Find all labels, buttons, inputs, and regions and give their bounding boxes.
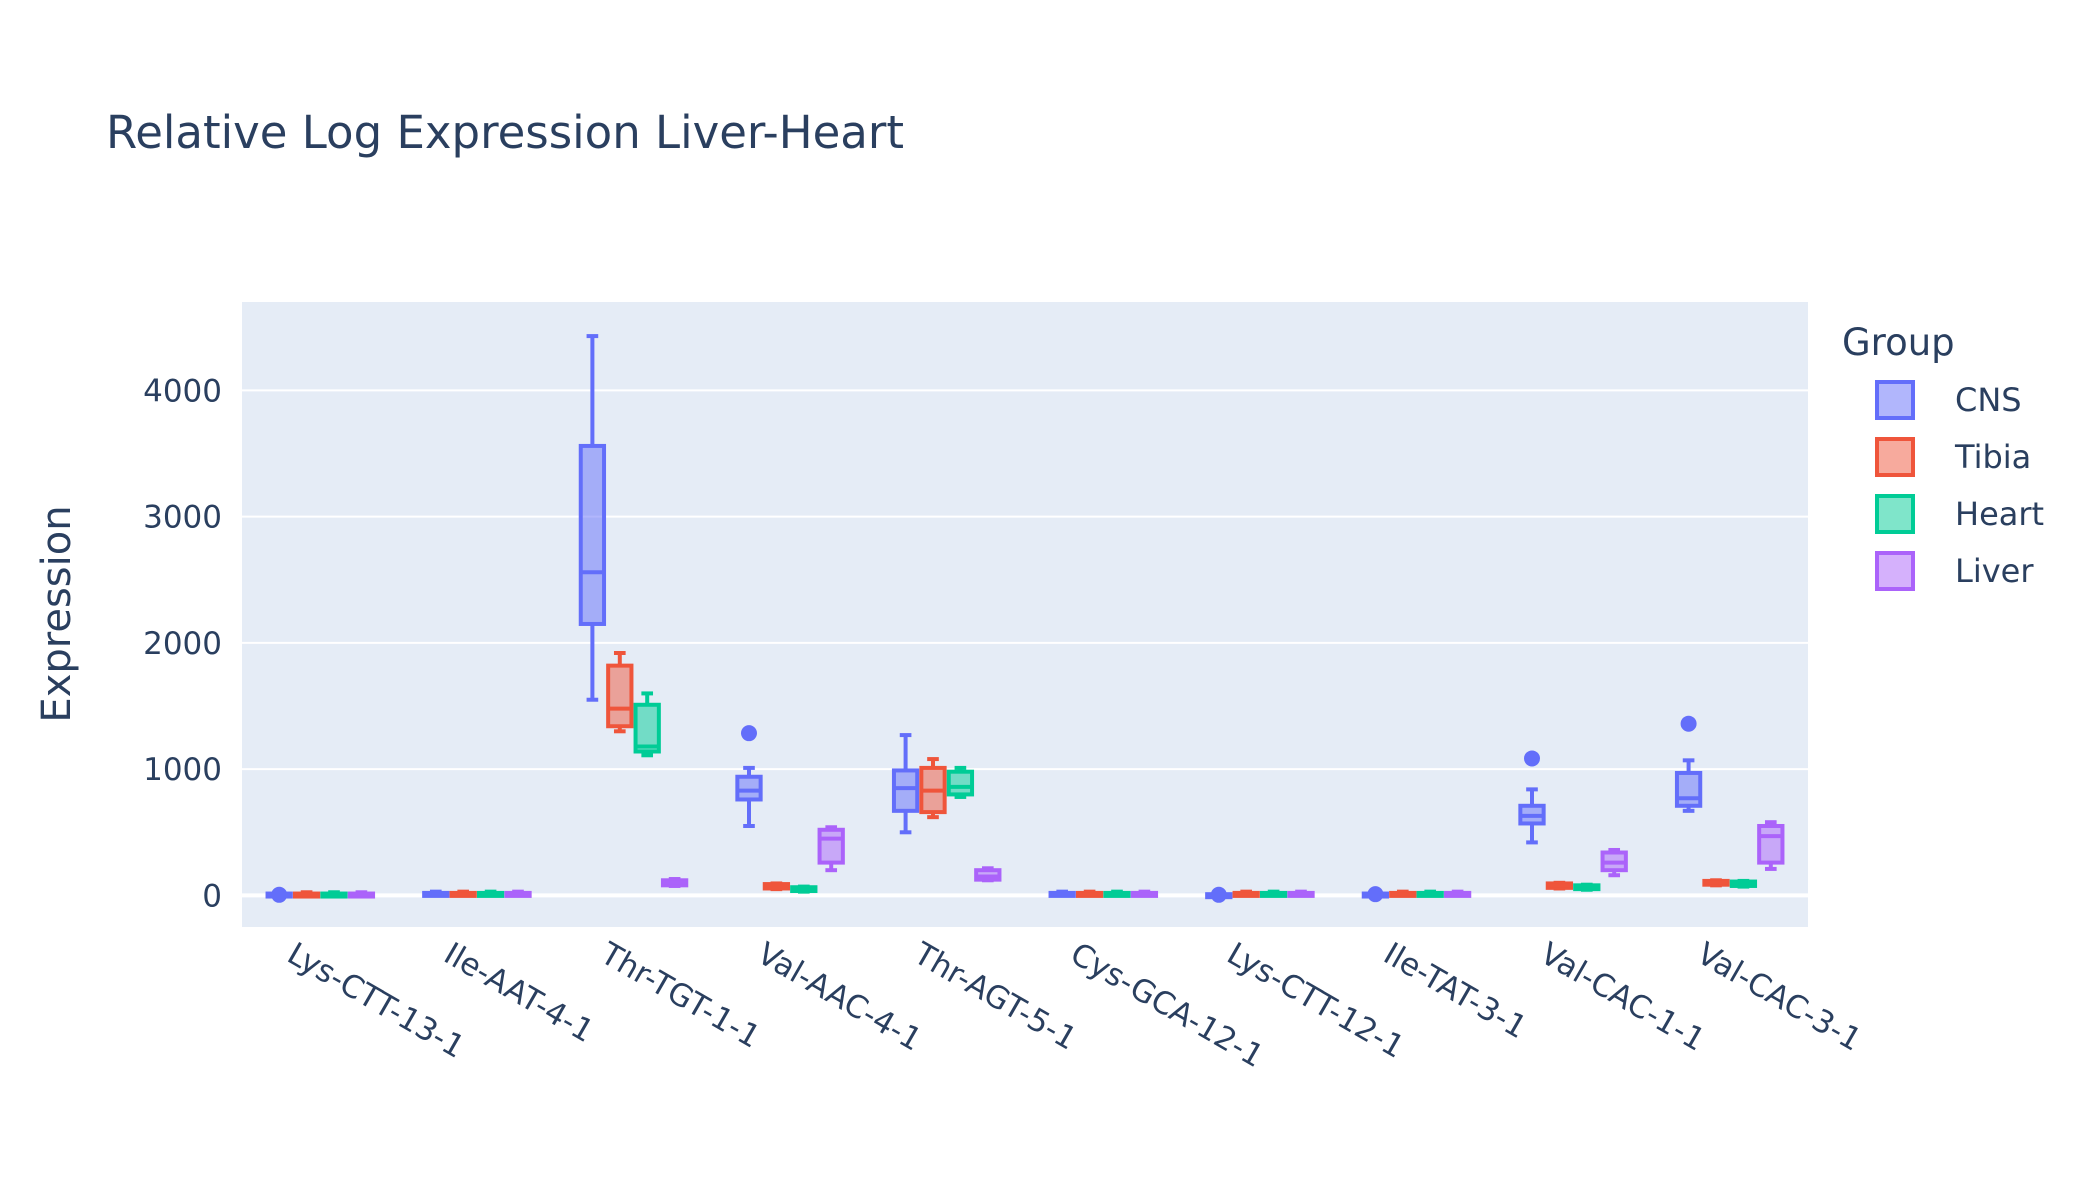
- box-body: [606, 663, 634, 729]
- series-tibia: [292, 651, 1730, 899]
- box-body: [1757, 823, 1785, 865]
- series-heart: [320, 691, 1758, 899]
- box: [1545, 880, 1574, 891]
- box: [292, 890, 321, 899]
- legend-label: Tibia: [1954, 438, 2031, 476]
- box-body: [891, 768, 920, 813]
- box: [790, 884, 818, 894]
- legend-item-heart[interactable]: Heart: [1875, 494, 2044, 534]
- box: [1130, 889, 1159, 898]
- box: [633, 691, 661, 758]
- legend-swatch: [1875, 494, 1915, 534]
- y-tick-label: 2000: [143, 626, 222, 662]
- box: [919, 757, 947, 820]
- legend-label: Heart: [1955, 495, 2044, 533]
- y-tick-label: 0: [202, 878, 222, 914]
- outlier-point: [1523, 750, 1540, 767]
- box: [1232, 889, 1260, 898]
- box-body: [735, 774, 763, 802]
- legend-title: Group: [1842, 321, 1955, 364]
- box: [265, 886, 293, 903]
- x-axis-ticks: Lys-CTT-13-1Ile-AAT-4-1Thr-TGT-1-1Val-AA…: [281, 935, 1867, 1075]
- box: [1103, 889, 1131, 898]
- box: [817, 825, 845, 873]
- box: [1702, 878, 1730, 888]
- box-body: [817, 827, 845, 865]
- outlier-point: [1210, 886, 1227, 903]
- box: [1600, 847, 1628, 878]
- box-body: [1674, 770, 1703, 808]
- box: [1573, 882, 1601, 892]
- box-body: [946, 769, 975, 797]
- box: [735, 725, 763, 828]
- series-liver: [347, 820, 1785, 899]
- box: [347, 890, 376, 899]
- box: [974, 866, 1002, 883]
- y-axis-ticks: 0 1000 2000 3000 4000: [143, 373, 222, 914]
- legend-swatch: [1875, 551, 1915, 591]
- y-tick-label: 4000: [143, 373, 222, 409]
- y-tick-label: 1000: [143, 752, 222, 788]
- box: [1075, 889, 1104, 898]
- box-body: [633, 702, 661, 754]
- legend-label: Liver: [1955, 552, 2034, 590]
- box: [660, 877, 689, 888]
- box: [504, 889, 532, 898]
- box: [1443, 889, 1472, 898]
- box: [476, 889, 505, 898]
- chart-title: Relative Log Expression Liver-Heart: [106, 106, 904, 159]
- box: [1518, 750, 1546, 845]
- legend-label: CNS: [1955, 381, 2022, 419]
- x-tick-label: Val-AAC-4-1: [751, 936, 928, 1059]
- x-tick-label: Val-CAC-1-1: [1534, 936, 1711, 1059]
- box: [578, 334, 607, 702]
- box: [762, 881, 791, 892]
- box: [1389, 889, 1417, 898]
- outlier-point: [1367, 886, 1384, 903]
- legend-swatch: [1875, 380, 1915, 420]
- box: [1259, 889, 1288, 898]
- box: [1048, 889, 1076, 898]
- legend-item-liver[interactable]: Liver: [1875, 551, 2034, 591]
- legend-item-cns[interactable]: CNS: [1875, 380, 2022, 420]
- box: [1729, 878, 1758, 889]
- box: [891, 733, 920, 835]
- box-series: [265, 334, 1785, 903]
- x-tick-label: Thr-TGT-1-1: [594, 935, 767, 1055]
- x-tick-label: Val-CAC-3-1: [1691, 936, 1868, 1059]
- box: [1287, 889, 1315, 898]
- box: [1757, 820, 1785, 871]
- plot-area: [242, 302, 1808, 927]
- box: [946, 765, 975, 799]
- box: [606, 651, 634, 734]
- box: [1205, 886, 1233, 903]
- x-tick-label: Lys-CTT-13-1: [281, 936, 470, 1066]
- outlier-point: [740, 725, 757, 742]
- x-tick-label: Thr-AGT-5-1: [907, 935, 1083, 1057]
- box-body: [578, 443, 607, 626]
- legend-swatch: [1875, 437, 1915, 477]
- box: [422, 889, 450, 898]
- legend: Group CNS Tibia Heart Liver: [1842, 321, 2044, 591]
- y-tick-label: 3000: [143, 500, 222, 536]
- outlier-point: [1680, 715, 1697, 732]
- box: [1416, 889, 1444, 898]
- box: [1361, 886, 1390, 903]
- box: [320, 890, 348, 899]
- legend-item-tibia[interactable]: Tibia: [1875, 437, 2031, 477]
- y-axis-title: Expression: [34, 505, 80, 722]
- series-cns: [265, 334, 1703, 903]
- box: [449, 889, 477, 898]
- outlier-point: [271, 886, 288, 903]
- box: [1674, 715, 1703, 813]
